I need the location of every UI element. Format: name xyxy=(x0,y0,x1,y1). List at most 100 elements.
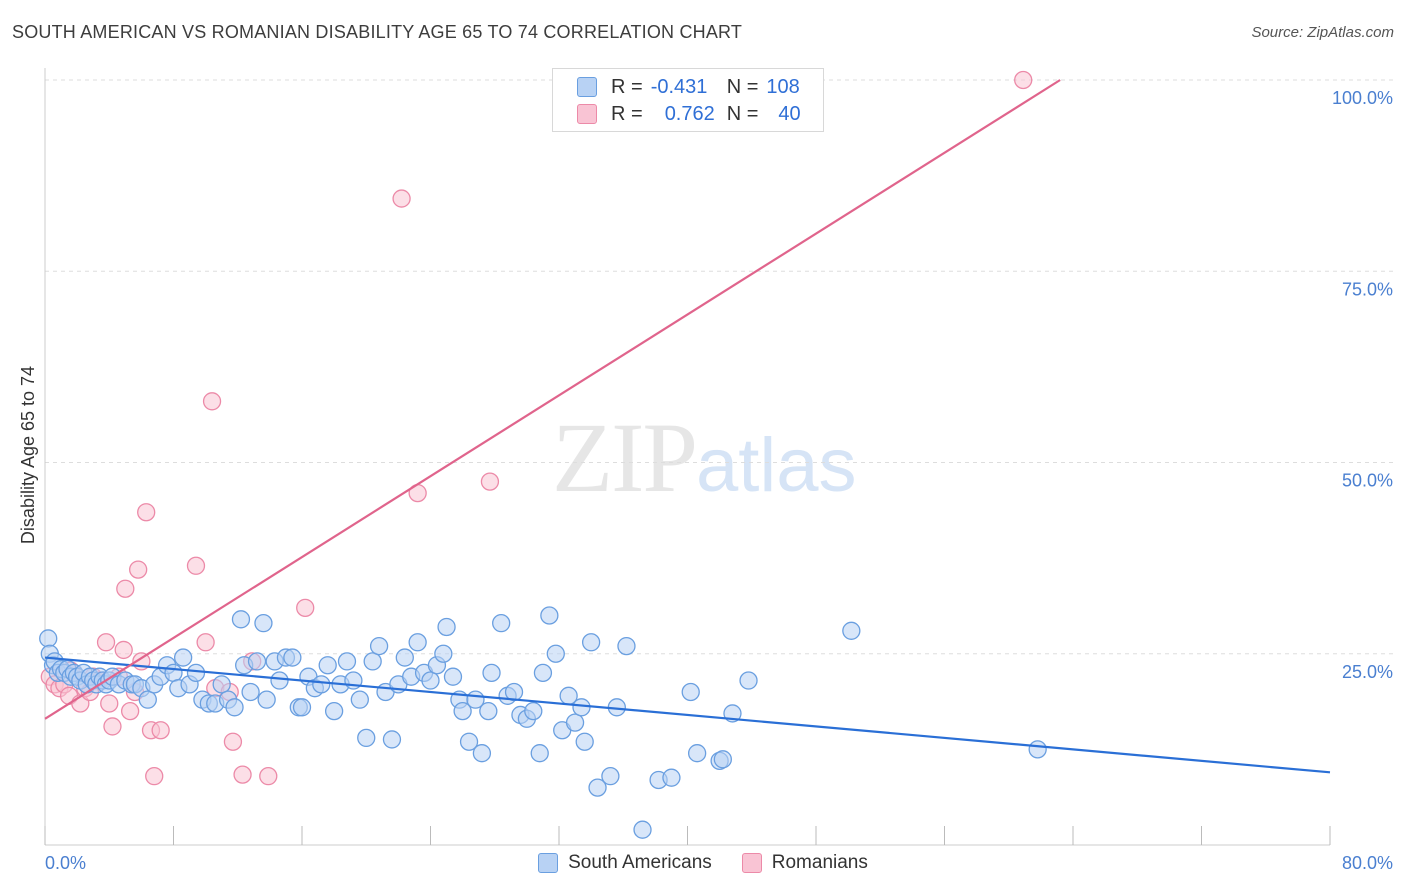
south-american-point xyxy=(363,652,382,671)
south-american-point xyxy=(212,675,231,694)
series-legend: South Americans Romanians xyxy=(0,852,1406,874)
correlation-legend: R = -0.431 N = 108 R = 0.762 N = 40 xyxy=(552,68,824,132)
n-label: N = xyxy=(726,102,759,125)
romanian-point xyxy=(137,503,156,522)
south-american-point xyxy=(369,636,389,656)
chart-title: SOUTH AMERICAN VS ROMANIAN DISABILITY AG… xyxy=(12,22,743,42)
south-american-point xyxy=(225,698,244,717)
south-american-point xyxy=(524,701,543,721)
south-american-point xyxy=(472,744,492,763)
r-label: R = xyxy=(611,75,643,98)
x-tick-label: 0.0% xyxy=(45,853,86,873)
south-american-point xyxy=(283,648,302,667)
south-american-point xyxy=(617,636,636,656)
south-american-point xyxy=(138,690,157,709)
south-american-point xyxy=(479,701,498,721)
south-american-point xyxy=(247,652,267,671)
n-value: 40 xyxy=(778,102,801,125)
romanian-point xyxy=(296,598,315,617)
romanian-point xyxy=(480,472,500,491)
south-american-point xyxy=(662,768,681,787)
tick-labels: 25.0% 50.0% 75.0% 100.0% 0.0% 80.0% xyxy=(45,88,1393,873)
y-tick-label: 75.0% xyxy=(1342,279,1393,299)
south-american-point xyxy=(842,621,861,640)
romanian-point xyxy=(196,633,215,652)
south-american-point xyxy=(173,648,193,667)
legend-item-south-americans[interactable]: South Americans xyxy=(538,852,712,874)
south-american-point xyxy=(1028,740,1047,759)
y-axis-label: Disability Age 65 to 74 xyxy=(18,366,38,544)
south-american-point xyxy=(324,701,344,721)
pink-swatch-icon xyxy=(741,853,762,873)
blue-swatch-icon xyxy=(577,77,597,97)
south-american-point xyxy=(186,663,206,683)
south-americans-points xyxy=(39,606,1047,839)
south-american-point xyxy=(482,663,501,683)
south-american-point xyxy=(312,675,331,694)
legend-item-romanians[interactable]: Romanians xyxy=(741,852,868,874)
south-american-point xyxy=(241,682,260,702)
r-value: 0.762 xyxy=(664,102,715,125)
romanian-point xyxy=(116,579,135,598)
axis-layer xyxy=(44,68,1331,846)
south-american-point xyxy=(581,633,601,652)
romanians-trend-line xyxy=(44,79,1061,720)
pink-swatch-icon xyxy=(577,104,597,124)
r-label: R = xyxy=(611,102,643,125)
south-american-point xyxy=(459,732,479,751)
south-american-point xyxy=(357,728,376,748)
south-american-point xyxy=(318,656,337,675)
south-american-point xyxy=(254,614,273,633)
y-tick-label: 25.0% xyxy=(1342,662,1393,682)
south-american-point xyxy=(565,713,585,732)
romanian-point xyxy=(120,701,140,721)
r-value: -0.431 xyxy=(650,75,708,98)
trend-lines xyxy=(44,79,1331,774)
south-american-point xyxy=(337,652,357,671)
romanian-point xyxy=(103,717,122,736)
y-tick-label: 50.0% xyxy=(1342,471,1393,491)
south-americans-trend-line xyxy=(44,656,1331,774)
romanian-point xyxy=(100,694,119,713)
legend-label: South Americans xyxy=(568,852,712,873)
south-american-point xyxy=(533,663,553,683)
south-american-point xyxy=(453,701,472,721)
south-american-point xyxy=(572,698,591,717)
blue-swatch-icon xyxy=(538,853,559,873)
romanian-point xyxy=(186,556,206,575)
south-american-point xyxy=(292,698,312,717)
legend-row-romanians: R = 0.762 N = 40 xyxy=(577,101,801,127)
south-american-point xyxy=(270,671,289,690)
south-american-point xyxy=(492,614,511,633)
south-american-point xyxy=(437,617,456,637)
n-value: 108 xyxy=(766,75,800,98)
romanian-point xyxy=(233,765,252,784)
romanian-point xyxy=(202,392,222,411)
south-american-point xyxy=(395,648,414,667)
romanian-point xyxy=(259,767,278,786)
romanian-point xyxy=(223,732,243,751)
south-american-point xyxy=(633,820,652,839)
south-american-point xyxy=(739,671,758,690)
watermark-zip: ZIP xyxy=(552,402,698,513)
romanian-point xyxy=(151,721,170,740)
south-american-point xyxy=(434,644,453,663)
romanian-point xyxy=(96,633,116,652)
south-american-point xyxy=(601,767,620,786)
romanian-point xyxy=(1014,70,1033,90)
south-american-point xyxy=(39,629,58,648)
romanian-point xyxy=(145,767,164,786)
romanian-point xyxy=(129,560,148,579)
south-american-point xyxy=(588,778,607,797)
x-tick-label: 80.0% xyxy=(1342,853,1393,873)
south-american-point xyxy=(382,730,402,749)
south-american-point xyxy=(408,633,427,652)
south-american-point xyxy=(350,690,369,709)
romanian-point xyxy=(114,640,133,660)
source-credit: Source: ZipAtlas.com xyxy=(1251,24,1394,41)
watermark: ZIPatlas xyxy=(552,400,857,515)
south-american-point xyxy=(546,644,565,663)
south-american-point xyxy=(164,663,183,683)
n-label: N = xyxy=(726,75,759,98)
